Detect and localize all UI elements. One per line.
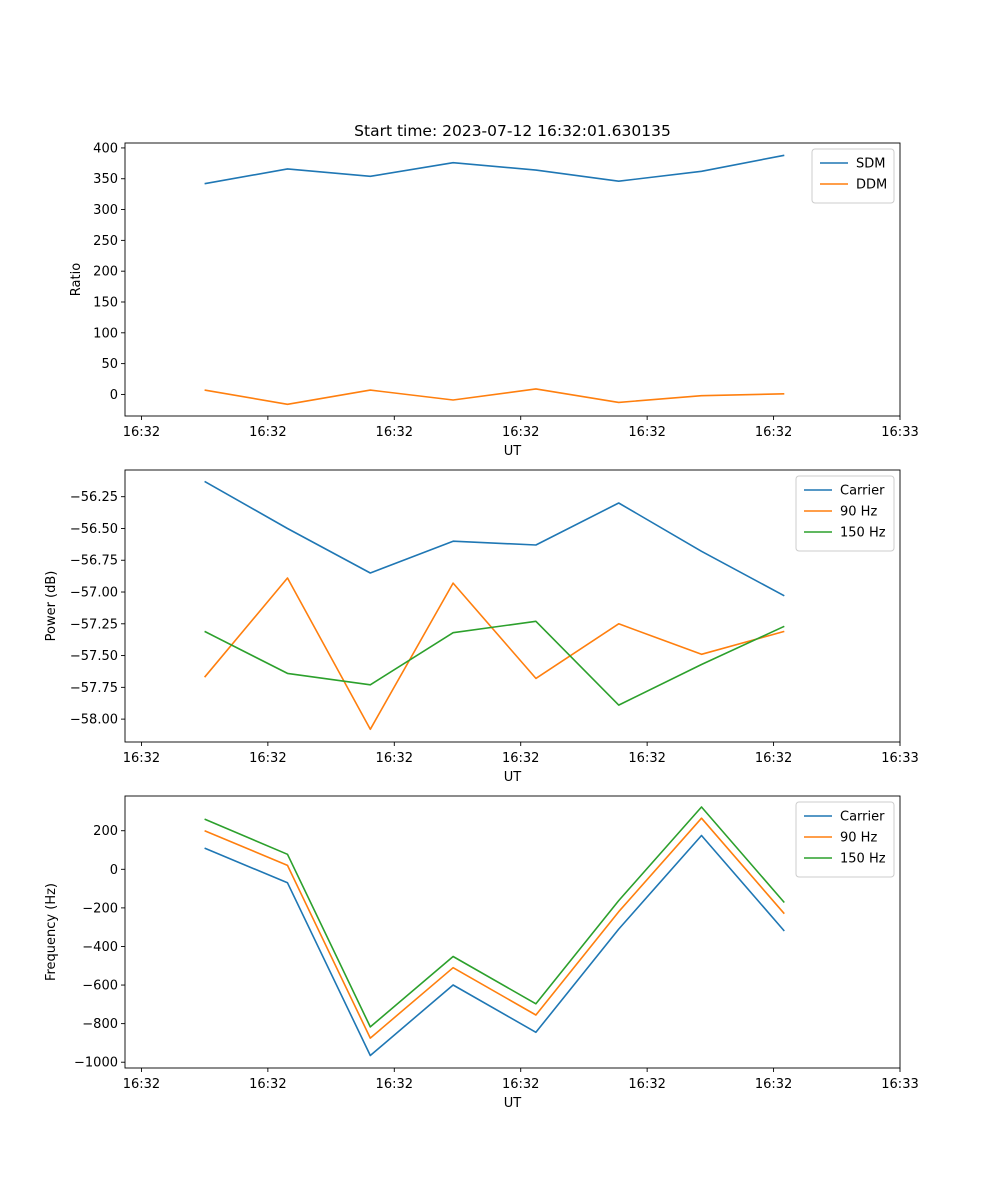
legend-label: 90 Hz <box>840 831 877 846</box>
y-tick-label: −200 <box>82 901 118 916</box>
y-tick-label: −57.00 <box>70 586 118 601</box>
y-tick-label: 250 <box>93 234 118 249</box>
x-tick-label: 16:32 <box>123 1077 160 1092</box>
x-tick-label: 16:32 <box>755 1077 792 1092</box>
y-tick-label: −56.25 <box>70 490 118 505</box>
y-tick-label: −400 <box>82 940 118 955</box>
legend: Carrier 90 Hz 150 Hz <box>795 475 895 552</box>
y-tick-label: 100 <box>93 326 118 341</box>
x-tick-label: 16:32 <box>249 425 286 440</box>
y-tick-label: 350 <box>93 172 118 187</box>
x-tick-label: 16:32 <box>628 425 665 440</box>
y-tick-label: 200 <box>93 265 118 280</box>
legend-label: 150 Hz <box>840 526 886 541</box>
y-axis-label: Power (dB) <box>44 571 59 642</box>
series-line-ddm <box>204 388 785 406</box>
y-tick-label: 200 <box>93 824 118 839</box>
x-tick-label: 16:32 <box>376 751 413 766</box>
x-tick-label: 16:32 <box>123 425 160 440</box>
y-tick-label: −57.75 <box>70 681 118 696</box>
x-tick-label: 16:33 <box>881 425 918 440</box>
x-tick-label: 16:32 <box>628 1077 665 1092</box>
y-tick-label: −800 <box>82 1017 118 1032</box>
legend: SDM DDM <box>811 148 895 204</box>
x-tick-label: 16:33 <box>881 751 918 766</box>
panel-1: 16:32 16:32 16:32 16:32 16:32 16:32 16:33 0 50 10… <box>69 141 919 459</box>
x-axis-label: UT <box>504 1096 522 1111</box>
y-tick-label: −1000 <box>74 1056 118 1071</box>
legend-label: Carrier <box>840 810 885 825</box>
y-tick-label: −57.50 <box>70 649 118 664</box>
x-tick-label: 16:32 <box>755 751 792 766</box>
x-tick-label: 16:32 <box>502 751 539 766</box>
x-tick-label: 16:32 <box>376 425 413 440</box>
series-line-150-hz <box>204 620 785 706</box>
y-tick-label: −600 <box>82 979 118 994</box>
panels: 16:32 16:32 16:32 16:32 16:32 16:32 16:33 0 50 10… <box>44 141 919 1111</box>
x-tick-label: 16:32 <box>755 425 792 440</box>
x-axis-label: UT <box>504 444 522 459</box>
series-line-carrier <box>204 834 785 1057</box>
legend: Carrier 90 Hz 150 Hz <box>795 801 895 878</box>
y-axis-label: Ratio <box>69 263 84 296</box>
legend-label: SDM <box>856 157 885 172</box>
series-line-carrier <box>204 480 785 597</box>
series-line-150-hz <box>204 806 785 1028</box>
y-axis-label: Frequency (Hz) <box>44 883 59 981</box>
y-tick-label: −56.75 <box>70 554 118 569</box>
legend-label: DDM <box>856 178 887 193</box>
y-tick-label: 0 <box>110 863 118 878</box>
x-tick-label: 16:33 <box>881 1077 918 1092</box>
series-line-90-hz <box>203 577 785 731</box>
x-tick-label: 16:32 <box>376 1077 413 1092</box>
y-tick-label: 0 <box>110 388 118 403</box>
x-tick-label: 16:32 <box>123 751 160 766</box>
y-tick-label: −58.00 <box>70 713 118 728</box>
x-axis-label: UT <box>504 770 522 785</box>
x-tick-label: 16:32 <box>249 751 286 766</box>
y-tick-label: 400 <box>93 141 118 156</box>
legend-label: Carrier <box>840 484 885 499</box>
y-tick-label: 50 <box>101 357 118 372</box>
panel-2: 16:32 16:32 16:32 16:32 16:32 16:32 16:33 −58.0… <box>44 469 919 785</box>
y-tick-label: −57.25 <box>70 617 118 632</box>
series-line-sdm <box>204 154 785 185</box>
axes-frame <box>124 795 901 1069</box>
x-tick-label: 16:32 <box>502 1077 539 1092</box>
x-tick-label: 16:32 <box>628 751 665 766</box>
legend-label: 90 Hz <box>840 505 877 520</box>
series-line-90-hz <box>204 817 785 1039</box>
legend-label: 150 Hz <box>840 852 886 867</box>
panel-3: 16:32 16:32 16:32 16:32 16:32 16:32 16:33 −1000… <box>44 795 919 1111</box>
figure-title: Start time: 2023-07-12 16:32:01.630135 <box>354 122 671 140</box>
axes-frame <box>124 142 901 417</box>
axes-frame <box>124 469 901 743</box>
y-tick-label: 150 <box>93 295 118 310</box>
y-tick-label: −56.50 <box>70 522 118 537</box>
x-tick-label: 16:32 <box>502 425 539 440</box>
x-tick-label: 16:32 <box>249 1077 286 1092</box>
y-tick-label: 300 <box>93 203 118 218</box>
